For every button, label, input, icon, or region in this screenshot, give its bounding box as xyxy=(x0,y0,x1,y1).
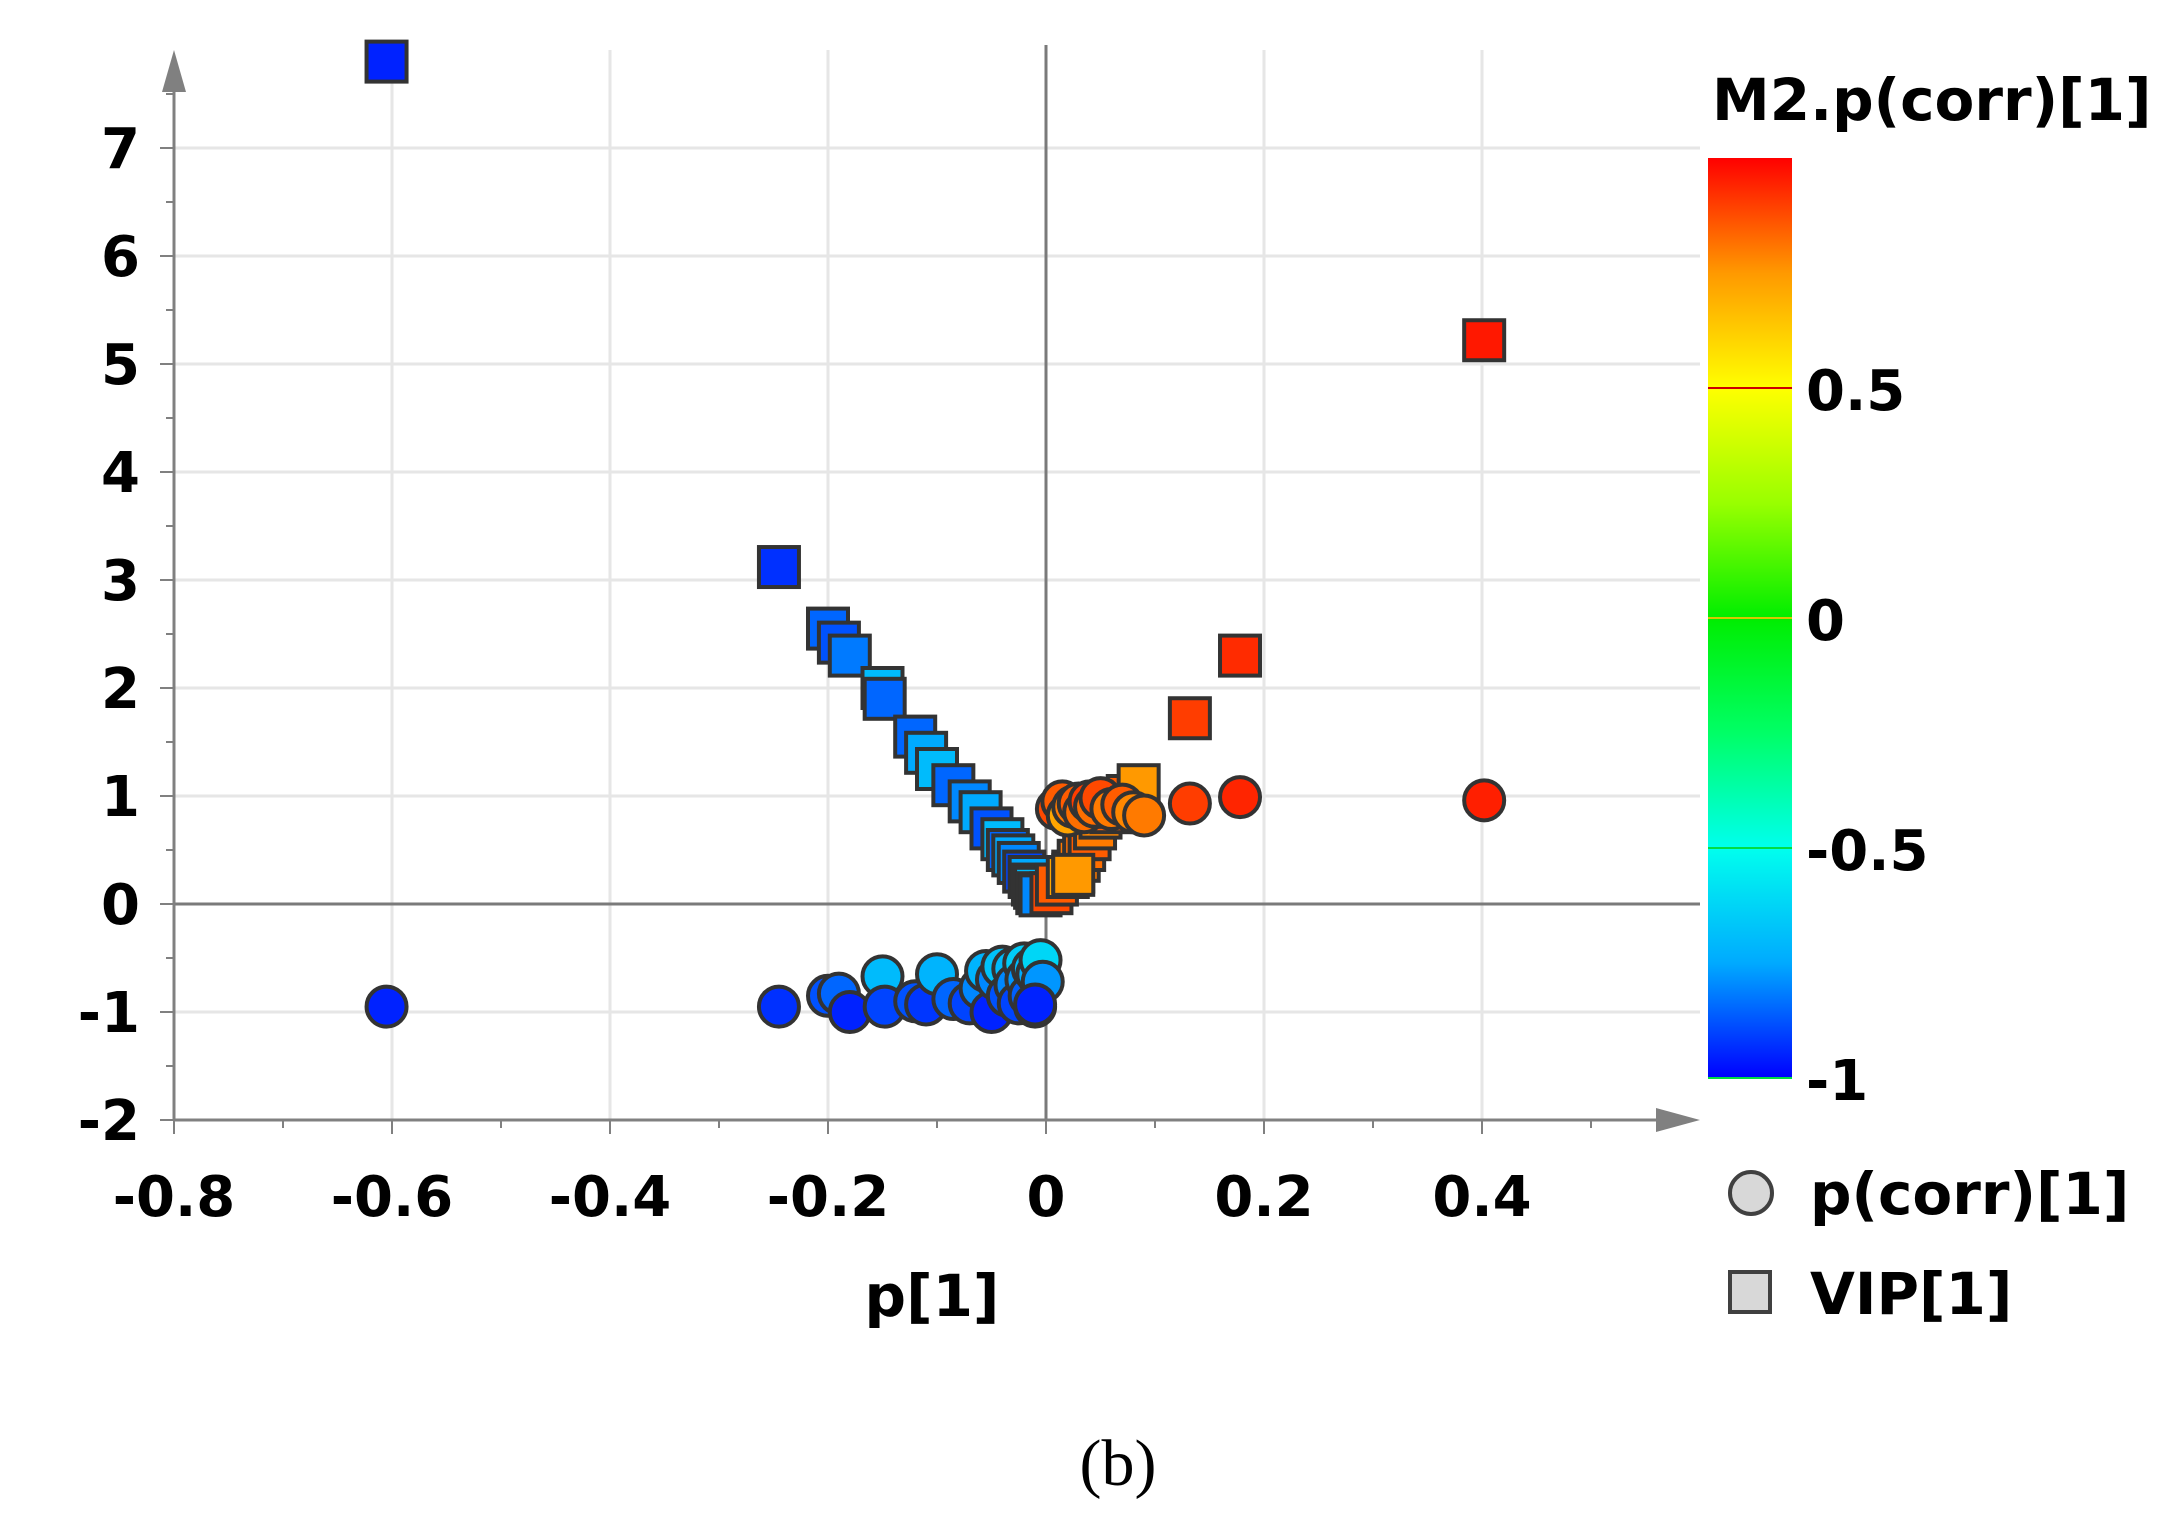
legend-square-marker xyxy=(1728,1270,1772,1314)
figure-caption: (b) xyxy=(1080,1427,1157,1500)
colorbar-title: M2.p(corr)[1] xyxy=(1712,66,2151,134)
pcorr-point xyxy=(1218,775,1263,820)
y-tick-label: 5 xyxy=(101,333,140,398)
x-tick-label: -0.8 xyxy=(113,1165,235,1230)
y-tick-label: -1 xyxy=(78,981,140,1046)
legend-label-pcorr: p(corr)[1] xyxy=(1810,1160,2129,1228)
vip-point xyxy=(862,676,907,721)
y-tick-label: 6 xyxy=(101,225,140,290)
x-tick-label: -0.6 xyxy=(331,1165,453,1230)
vip-point xyxy=(1462,318,1507,363)
data-points xyxy=(364,39,1507,1034)
x-tick-label: -0.2 xyxy=(767,1165,889,1230)
y-tick-label: 3 xyxy=(101,549,140,614)
y-tick-label: 2 xyxy=(101,657,140,722)
y-tick-label: 7 xyxy=(101,117,140,182)
y-tick-label: 1 xyxy=(101,765,140,830)
pcorr-point xyxy=(1122,793,1167,838)
x-tick-label: -0.4 xyxy=(549,1165,671,1230)
vip-point xyxy=(1167,696,1212,741)
colorbar-tick-label: 0.5 xyxy=(1806,359,1905,424)
legend: p(corr)[1] VIP[1] xyxy=(1728,1160,2129,1328)
legend-label-vip: VIP[1] xyxy=(1810,1260,2012,1328)
vip-point xyxy=(1051,852,1096,897)
grid xyxy=(174,50,1700,1120)
x-tick-label: 0.4 xyxy=(1432,1165,1531,1230)
colorbar-tick-label: 0 xyxy=(1806,589,1845,654)
axes xyxy=(162,50,1700,1132)
colorbar-tick-label: -0.5 xyxy=(1806,819,1928,884)
colorbar-ticks: 0.5 0 -0.5 -1 xyxy=(1708,359,1928,1114)
pcorr-point xyxy=(1013,982,1058,1027)
x-axis-arrow xyxy=(1656,1108,1700,1132)
vip-point xyxy=(364,39,409,84)
colorbar-tick-label: -1 xyxy=(1806,1049,1868,1114)
pcorr-point xyxy=(756,984,801,1029)
x-tick-labels: -0.8 -0.6 -0.4 -0.2 0 0.2 0.4 xyxy=(113,1165,1532,1230)
y-tick-label: 4 xyxy=(101,441,140,506)
y-tick-label: 0 xyxy=(101,873,140,938)
y-tick-label: -2 xyxy=(78,1089,140,1154)
vip-point xyxy=(756,545,801,590)
pcorr-point xyxy=(1462,778,1507,823)
y-tick-labels: -2 -1 0 1 2 3 4 5 6 7 xyxy=(78,117,140,1154)
pcorr-point xyxy=(1167,781,1212,826)
y-axis-arrow xyxy=(162,50,186,92)
pcorr-point xyxy=(364,984,409,1029)
x-tick-label: 0 xyxy=(1027,1165,1066,1230)
vip-point xyxy=(1218,633,1263,678)
x-tick-label: 0.2 xyxy=(1214,1165,1313,1230)
x-axis-title: p[1] xyxy=(865,1262,1000,1330)
legend-circle-marker xyxy=(1728,1170,1774,1216)
